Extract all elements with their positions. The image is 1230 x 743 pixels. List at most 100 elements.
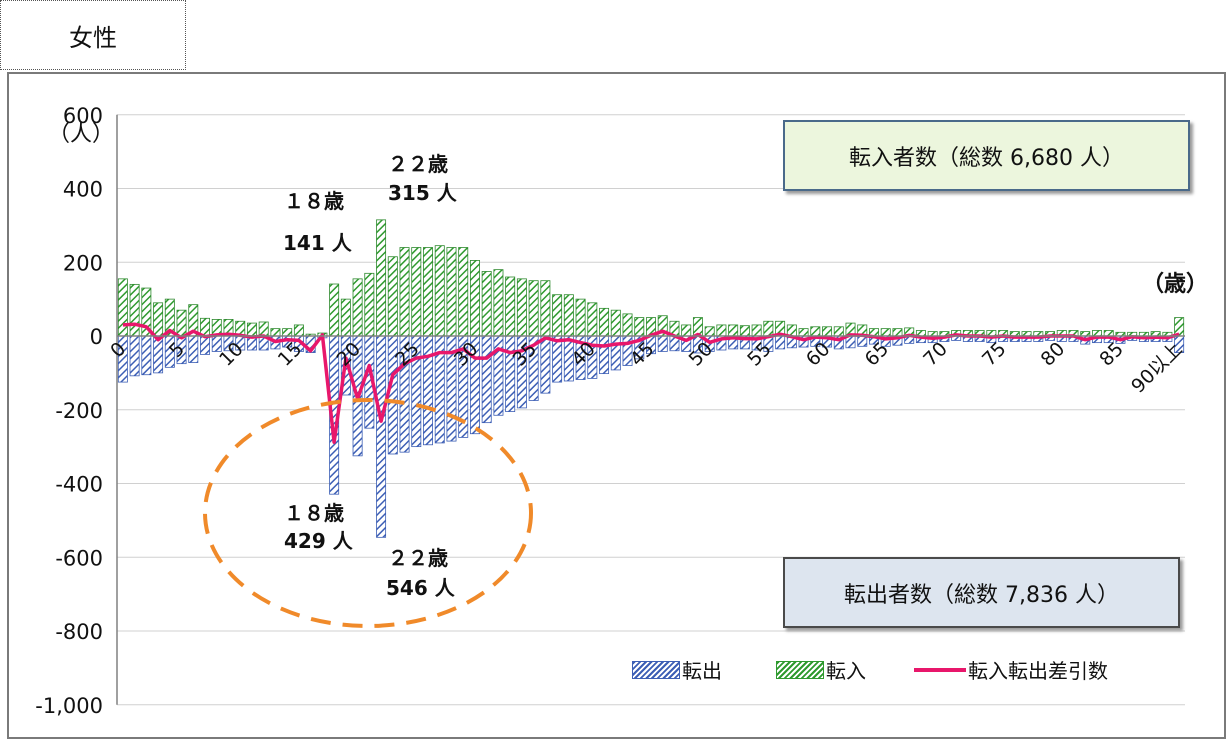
bar-outflow (505, 335, 516, 412)
y-tick-label: -400 (55, 473, 103, 497)
legend-swatch-inflow (776, 660, 824, 679)
bar-outflow (599, 335, 610, 375)
bar-outflow (481, 335, 492, 424)
bar-inflow (552, 294, 563, 337)
annotation-in22-count: 315 人 (388, 181, 457, 205)
bar-inflow (493, 269, 504, 337)
bar-outflow (540, 335, 551, 394)
bar-inflow (716, 324, 727, 337)
chart-frame (7, 72, 1226, 739)
annotation-out22-count: 546 人 (386, 576, 455, 600)
bar-inflow (270, 328, 281, 337)
bar-inflow (728, 324, 739, 337)
y-tick-label: -1,000 (35, 694, 103, 718)
bar-inflow (880, 328, 891, 337)
bar-outflow (552, 335, 563, 383)
legend-swatch-outflow (632, 660, 680, 679)
bar-outflow (200, 335, 210, 355)
highlight-ellipse (203, 398, 533, 628)
bar-inflow (634, 317, 645, 337)
bar-outflow (141, 335, 152, 376)
legend-item-outflow[interactable]: 転出 (632, 655, 722, 684)
y-axis-unit: （人） (48, 122, 115, 147)
bar-inflow (516, 278, 527, 337)
bar-inflow (587, 302, 598, 337)
legend-item-inflow[interactable]: 転入 (776, 655, 866, 684)
bar-outflow (153, 335, 164, 374)
y-tick-label: 0 (90, 325, 103, 349)
bar-outflow (376, 335, 387, 538)
x-tick-label: 80 (1037, 338, 1070, 371)
x-axis-unit: （歳） (1142, 272, 1209, 297)
bar-inflow (833, 326, 844, 337)
bar-inflow (1174, 317, 1185, 337)
annotation-in18-count: 141 人 (283, 231, 352, 255)
annotation-out22-age: ２２歳 (388, 546, 448, 570)
bar-outflow (610, 335, 621, 371)
bar-inflow (505, 276, 516, 337)
bar-inflow (481, 271, 492, 337)
outflow-total-text: 転出者数（総数 7,836 人） (844, 582, 1119, 608)
bar-inflow (387, 256, 398, 337)
tab-female[interactable]: 女性 (0, 0, 186, 70)
bar-inflow (540, 280, 551, 337)
bar-inflow (704, 326, 715, 337)
bar-inflow (176, 309, 187, 337)
bar-inflow (681, 324, 692, 337)
bar-inflow (399, 247, 410, 337)
bar-inflow (563, 294, 574, 337)
bar-inflow (1092, 330, 1102, 337)
bar-inflow (822, 326, 833, 337)
y-tick-label: -800 (55, 620, 103, 644)
bar-inflow (1103, 330, 1114, 337)
annotation-in18-age: １８歳 (284, 189, 344, 213)
bar-inflow (892, 328, 903, 337)
bar-inflow (282, 328, 293, 337)
legend-label-inflow: 転入 (826, 659, 866, 683)
legend-label-outflow: 転出 (682, 659, 722, 683)
bar-outflow (423, 335, 433, 446)
bar-inflow (446, 247, 457, 337)
outflow-total-box: 転出者数（総数 7,836 人） (783, 557, 1180, 628)
y-tick-label: 200 (63, 251, 103, 275)
bar-inflow (423, 247, 433, 337)
bar-outflow (775, 335, 786, 350)
bar-inflow (528, 280, 539, 337)
y-tick-label: 600 (63, 104, 103, 128)
bar-inflow (575, 298, 586, 337)
bar-inflow (458, 247, 469, 337)
y-tick-label: -600 (55, 546, 103, 570)
bar-inflow (434, 245, 445, 337)
x-tick-label: 75 (978, 338, 1011, 371)
bar-inflow (340, 298, 351, 337)
bar-inflow (763, 320, 774, 337)
bar-inflow (810, 326, 821, 337)
bar-inflow (798, 328, 809, 337)
bar-inflow (376, 219, 387, 337)
bar-inflow (293, 324, 304, 337)
legend-label-net: 転入転出差引数 (968, 659, 1108, 683)
bar-outflow (657, 335, 668, 352)
inflow-total-box: 転入者数（総数 6,680 人） (783, 120, 1190, 191)
bar-inflow (329, 283, 340, 337)
bar-inflow (153, 302, 164, 337)
bar-inflow (610, 309, 621, 337)
annotation-in22-age: ２２歳 (388, 152, 448, 176)
annotation-out18-age: １８歳 (284, 501, 344, 525)
bar-inflow (352, 278, 363, 337)
bar-outflow (129, 335, 140, 377)
bar-inflow (364, 272, 375, 337)
bar-inflow (246, 322, 257, 337)
bar-inflow (469, 260, 480, 337)
annotation-out18-count: 429 人 (284, 529, 353, 553)
tab-label: 女性 (69, 23, 117, 52)
y-tick-label: -200 (55, 399, 103, 423)
inflow-total-text: 転入者数（総数 6,680 人） (849, 145, 1124, 171)
bar-inflow (117, 278, 128, 337)
legend-item-net[interactable]: 転入転出差引数 (914, 655, 1108, 684)
bar-inflow (622, 313, 633, 337)
bar-inflow (258, 321, 269, 337)
bar-outflow (188, 335, 199, 363)
y-tick-label: 400 (63, 178, 103, 202)
